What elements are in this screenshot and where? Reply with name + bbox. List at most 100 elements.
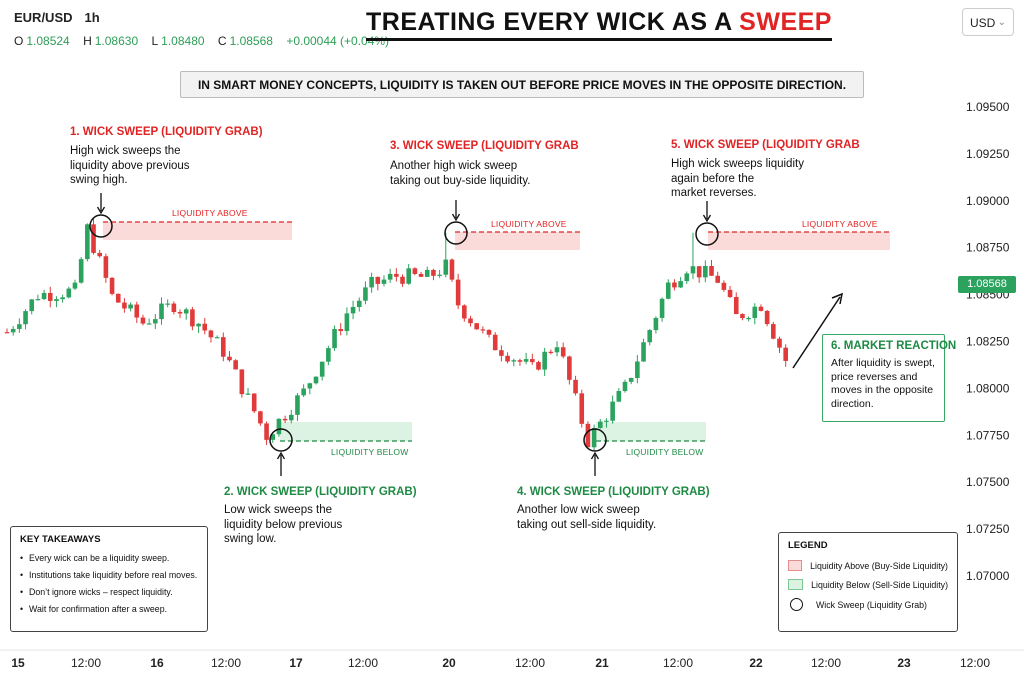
arrow-head (831, 292, 844, 305)
candle-body (258, 411, 263, 424)
annotation-line: Low wick sweeps the (224, 504, 333, 516)
candle-body (678, 281, 683, 288)
annotation-6-text: After liquidity is swept, price reverses… (831, 357, 936, 411)
candle-body (146, 323, 152, 325)
liquidity-below-zone (596, 422, 706, 441)
annotation-line: again before the (671, 172, 755, 185)
ohlc-open-value: 1.08524 (26, 34, 70, 48)
candle-body (196, 323, 201, 327)
candle-body (165, 303, 170, 305)
candle-body (431, 269, 436, 276)
liquidity-below-label: LIQUIDITY BELOW (626, 447, 704, 457)
annotation-line: liquidity below previous (224, 518, 343, 531)
candle-body (350, 307, 356, 314)
candle-body (499, 350, 504, 356)
ohlc-high-value: 1.08630 (94, 34, 139, 48)
legend-label: Liquidity Below (Sell-Side Liquidity) (811, 579, 948, 590)
candle-body (424, 269, 430, 277)
arrow-head (96, 206, 106, 215)
candle-body (672, 282, 677, 288)
candle-body (727, 289, 733, 298)
candle-body (23, 311, 28, 325)
candle-body (604, 420, 609, 422)
candle-body (276, 418, 282, 435)
candle-body (462, 305, 467, 319)
annotation-line: direction. (831, 397, 874, 410)
wick-sweep-circle (695, 222, 719, 246)
candle-body (332, 329, 337, 349)
wick-sweep-circle (583, 428, 607, 452)
x-tick-label: 20 (442, 656, 456, 670)
annotation-5-text: High wick sweeps liquidity again before … (671, 157, 804, 201)
candle-body (103, 256, 109, 278)
annotation-line: swing high. (70, 174, 128, 186)
x-tick-label: 12:00 (960, 656, 990, 670)
candle-body (764, 310, 770, 325)
candle-body (227, 356, 232, 361)
arrow-head (702, 214, 712, 223)
candle-body (591, 428, 597, 448)
candle-body (313, 376, 319, 384)
ohlc-change-value: +0.00044 (+0.04%) (286, 34, 390, 48)
candle-body (202, 323, 208, 331)
green-zone-swatch (788, 579, 804, 590)
x-tick-label: 12:00 (211, 656, 241, 670)
candle-body (387, 273, 393, 280)
candle-body (134, 304, 140, 318)
currency-select[interactable]: USD ⌄ (962, 8, 1014, 36)
candle-body (635, 361, 640, 378)
candle-body (115, 293, 121, 303)
candle-body (54, 299, 59, 301)
legend-item-liquidity-below: Liquidity Below (Sell-Side Liquidity) (788, 579, 948, 590)
annotation-4-title: 4. WICK SWEEP (LIQUIDITY GRAB) (517, 486, 710, 498)
candle-body (721, 282, 727, 290)
candle-body (66, 288, 72, 298)
candle-body (523, 359, 529, 362)
candle-body (85, 224, 90, 260)
y-tick-label: 1.08250 (966, 335, 1010, 349)
candle-body (771, 324, 776, 339)
candle-body (369, 276, 374, 288)
candle-body (579, 393, 585, 424)
annotation-2-text: Low wick sweeps the liquidity below prev… (224, 503, 342, 547)
candle-body (171, 303, 177, 313)
takeaway-item: Wait for confirmation after a sweep. (20, 604, 198, 614)
annotation-line: After liquidity is swept, (831, 357, 935, 369)
ohlc-key: L (151, 34, 159, 48)
x-tick-label: 12:00 (71, 656, 101, 670)
x-tick-label: 15 (11, 656, 25, 670)
y-tick-label: 1.07250 (966, 522, 1010, 536)
candle-body (616, 391, 622, 402)
currency-label: USD (970, 16, 996, 30)
candle-body (696, 266, 702, 278)
candle-body (406, 268, 411, 284)
candle-body (443, 259, 449, 275)
candle-body (270, 434, 276, 440)
candle-body (511, 360, 517, 362)
legend-label: Wick Sweep (Liquidity Grab) (816, 599, 927, 610)
candle-body (190, 309, 195, 327)
candle-body (177, 312, 183, 314)
candle-body (326, 348, 331, 362)
market-reaction-box: 6. MARKET REACTION After liquidity is sw… (822, 334, 956, 422)
legend-box: LEGEND Liquidity Above (Buy-Side Liquidi… (778, 532, 958, 632)
page-title: TREATING EVERY WICK AS A SWEEP (366, 8, 832, 41)
candle-body (641, 342, 646, 362)
candle-body (233, 360, 238, 370)
candle-body (486, 329, 492, 335)
y-tick-label: 1.09250 (966, 147, 1010, 161)
candle-body (733, 297, 739, 315)
circle-icon (790, 598, 803, 611)
annotation-3-title: 3. WICK SWEEP (LIQUIDITY GRAB (390, 140, 579, 152)
annotation-3-text: Another high wick sweep taking out buy-s… (390, 159, 530, 188)
candle-body (47, 292, 53, 301)
candle-body (468, 318, 473, 324)
candle-body (375, 276, 381, 284)
candle-body (214, 337, 220, 339)
candle-body (264, 423, 269, 440)
annotation-line: High wick sweeps the (70, 145, 181, 157)
subtitle-banner: IN SMART MONEY CONCEPTS, LIQUIDITY IS TA… (180, 71, 864, 98)
ohlc-low-value: 1.08480 (161, 34, 205, 48)
candle-body (684, 273, 690, 282)
